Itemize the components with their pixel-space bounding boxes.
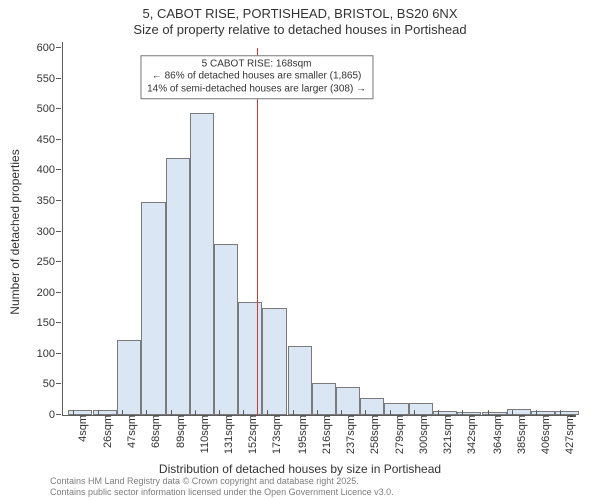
reference-vline <box>257 48 259 415</box>
y-tick: 200 <box>25 287 63 299</box>
x-tick: 110sqm <box>193 415 211 453</box>
x-tick: 89sqm <box>169 415 187 448</box>
y-tick: 150 <box>25 317 63 329</box>
x-tick: 300sqm <box>412 415 430 454</box>
y-tick: 350 <box>25 195 63 207</box>
x-tick: 216sqm <box>315 415 333 454</box>
x-tick: 427sqm <box>558 415 576 454</box>
x-tick: 321sqm <box>436 415 454 454</box>
x-tick: 279sqm <box>388 415 406 454</box>
x-tick: 68sqm <box>144 415 162 448</box>
y-tick: 250 <box>25 256 63 268</box>
title-line-1: 5, CABOT RISE, PORTISHEAD, BRISTOL, BS20… <box>0 6 600 22</box>
footer-line-2: Contains public sector information licen… <box>50 487 394 498</box>
histogram-bar <box>166 158 190 415</box>
y-tick: 600 <box>25 42 63 54</box>
histogram-bar <box>262 308 286 415</box>
histogram-bar <box>288 346 312 415</box>
annotation-line-3: 14% of semi-detached houses are larger (… <box>147 83 366 96</box>
y-tick: 500 <box>25 103 63 115</box>
y-tick: 550 <box>25 73 63 85</box>
x-tick: 173sqm <box>265 415 283 454</box>
histogram-bar <box>360 398 384 415</box>
histogram-bar <box>409 403 433 415</box>
x-tick: 4sqm <box>71 415 89 442</box>
y-tick: 100 <box>25 348 63 360</box>
histogram-bar <box>214 244 238 415</box>
footer-line-1: Contains HM Land Registry data © Crown c… <box>50 476 394 487</box>
y-tick: 0 <box>25 409 63 421</box>
histogram-bar <box>312 383 336 415</box>
x-tick: 47sqm <box>120 415 138 448</box>
x-tick: 258sqm <box>363 415 381 454</box>
histogram-bar <box>238 302 262 415</box>
x-tick: 152sqm <box>241 415 259 454</box>
x-tick: 385sqm <box>510 415 528 454</box>
x-tick: 26sqm <box>96 415 114 448</box>
annotation-line-1: 5 CABOT RISE: 168sqm <box>147 58 366 71</box>
histogram-bar <box>384 403 408 415</box>
y-tick: 400 <box>25 164 63 176</box>
histogram-bar <box>190 113 214 415</box>
x-tick: 195sqm <box>291 415 309 454</box>
attribution-footer: Contains HM Land Registry data © Crown c… <box>50 476 394 498</box>
x-tick: 406sqm <box>534 415 552 454</box>
y-tick: 300 <box>25 226 63 238</box>
x-tick: 131sqm <box>217 415 235 454</box>
histogram-bar <box>336 387 360 415</box>
x-tick: 237sqm <box>339 415 357 454</box>
histogram-plot: 0501001502002503003504004505005506004sqm… <box>62 48 570 416</box>
histogram-bar <box>117 340 141 415</box>
x-tick: 342sqm <box>460 415 478 454</box>
histogram-bar <box>141 202 165 415</box>
annotation-box: 5 CABOT RISE: 168sqm← 86% of detached ho… <box>140 55 373 100</box>
title-line-2: Size of property relative to detached ho… <box>0 22 600 38</box>
x-tick: 364sqm <box>486 415 504 454</box>
y-tick: 50 <box>25 378 63 390</box>
chart-title: 5, CABOT RISE, PORTISHEAD, BRISTOL, BS20… <box>0 0 600 39</box>
y-tick: 450 <box>25 134 63 146</box>
annotation-line-2: ← 86% of detached houses are smaller (1,… <box>147 71 366 84</box>
x-axis-label: Distribution of detached houses by size … <box>0 462 600 476</box>
